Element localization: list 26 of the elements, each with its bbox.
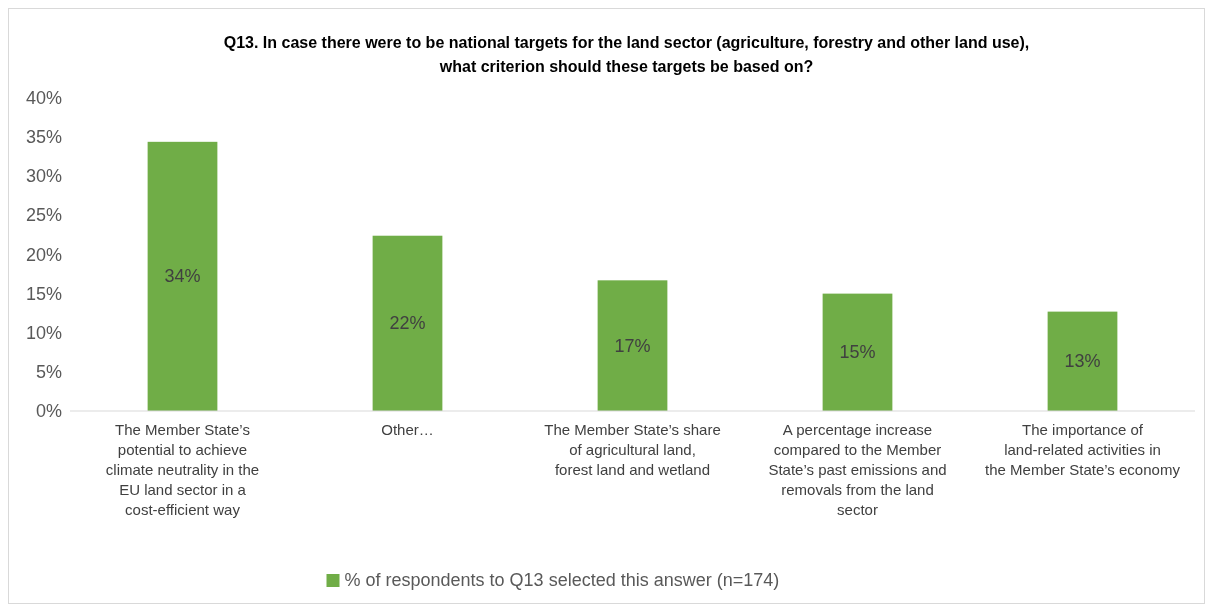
bar bbox=[597, 280, 668, 411]
y-tick-label: 35% bbox=[25, 127, 62, 148]
x-tick-label: The Member State’s share of agricultural land, forest land and wetland bbox=[544, 421, 721, 478]
y-tick-label: 25% bbox=[25, 205, 62, 226]
legend-label: % of respondents to Q13 selected this answer (n=174) bbox=[344, 570, 780, 590]
x-tick-label: The Member State’s potential to achieve climate neutrality in the EU land sector in a cost-efficient way bbox=[105, 421, 260, 518]
data-label: 15% bbox=[839, 342, 876, 363]
x-tick-label: Other… bbox=[381, 421, 434, 438]
chart-title: Q13. In case there were to be national targets for the land sector (agriculture, forestry and other land use), what criterion should these targets be based on? bbox=[223, 34, 1030, 75]
bar bbox=[822, 293, 893, 411]
data-label: 34% bbox=[164, 266, 201, 287]
data-label: 13% bbox=[1064, 351, 1101, 372]
y-tick-label: 0% bbox=[35, 401, 62, 421]
y-tick-label: 10% bbox=[25, 322, 62, 343]
y-tick-label: 20% bbox=[25, 244, 62, 265]
y-tick-label: 40% bbox=[25, 88, 62, 108]
x-tick-label: The importance of land-related activities in the Member State’s economy bbox=[985, 421, 1181, 478]
y-tick-label: 5% bbox=[35, 361, 62, 382]
x-tick-label: A percentage increase compared to the Member State’s past emissions and removals from the land sector bbox=[768, 421, 947, 518]
bar bbox=[372, 235, 443, 411]
bar bbox=[1047, 311, 1118, 411]
data-label: 22% bbox=[389, 313, 426, 334]
y-tick-label: 15% bbox=[25, 283, 62, 304]
data-label: 17% bbox=[614, 335, 651, 356]
y-tick-label: 30% bbox=[25, 166, 62, 187]
bar bbox=[147, 141, 218, 411]
